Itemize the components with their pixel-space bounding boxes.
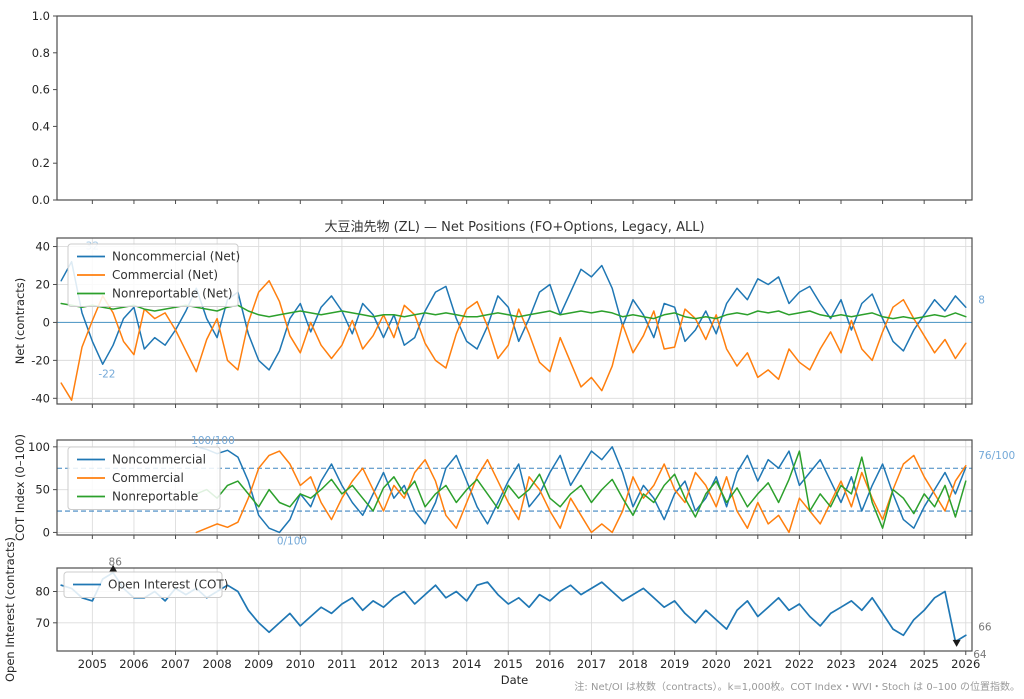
svg-text:2007: 2007 bbox=[161, 657, 190, 671]
svg-text:0: 0 bbox=[43, 315, 50, 329]
svg-text:70: 70 bbox=[35, 616, 50, 630]
svg-text:64: 64 bbox=[973, 649, 987, 661]
svg-text:2021: 2021 bbox=[743, 657, 772, 671]
svg-text:2023: 2023 bbox=[826, 657, 855, 671]
top-empty-plot: 0.0 0.2 0.4 0.6 0.8 1.0 bbox=[32, 9, 973, 207]
svg-text:Noncommercial (Net): Noncommercial (Net) bbox=[112, 250, 240, 264]
svg-text:0.0: 0.0 bbox=[32, 193, 50, 207]
net-positions-plot-legend: Noncommercial (Net) Commercial (Net) Nonre… bbox=[67, 243, 240, 307]
extreme-marker-down-icon bbox=[952, 639, 961, 647]
svg-text:2025: 2025 bbox=[910, 657, 939, 671]
svg-text:40: 40 bbox=[35, 240, 50, 254]
svg-text:76/100: 76/100 bbox=[978, 450, 1015, 462]
svg-text:2022: 2022 bbox=[785, 657, 814, 671]
svg-text:1.0: 1.0 bbox=[32, 9, 50, 23]
commercial-cot-index-line bbox=[195, 450, 967, 534]
svg-text:Commercial: Commercial bbox=[112, 471, 184, 485]
svg-text:Open Interest (contracts): Open Interest (contracts) bbox=[3, 537, 17, 682]
extreme-marker-up-icon bbox=[109, 564, 118, 572]
svg-text:2013: 2013 bbox=[410, 657, 439, 671]
open-interest-plot-legend: Open Interest (COT) bbox=[63, 571, 228, 598]
svg-text:2016: 2016 bbox=[535, 657, 564, 671]
svg-text:Open Interest (COT): Open Interest (COT) bbox=[108, 578, 228, 592]
svg-text:20: 20 bbox=[35, 277, 50, 291]
svg-text:8: 8 bbox=[978, 294, 985, 306]
svg-text:2011: 2011 bbox=[327, 657, 356, 671]
svg-text:0.4: 0.4 bbox=[32, 119, 50, 133]
nonreportable-cot-index-line bbox=[195, 450, 967, 529]
svg-text:2020: 2020 bbox=[702, 657, 731, 671]
open-interest-plot: 2005 2006 2007 2008 2009 2010 2011 2012 2013 2014… bbox=[3, 537, 992, 687]
svg-text:-22: -22 bbox=[98, 368, 115, 380]
svg-text:2024: 2024 bbox=[868, 657, 897, 671]
svg-text:COT Index (0–100): COT Index (0–100) bbox=[13, 434, 27, 541]
svg-text:-40: -40 bbox=[31, 391, 50, 405]
svg-text:2006: 2006 bbox=[119, 657, 148, 671]
svg-text:100: 100 bbox=[28, 440, 50, 454]
svg-text:Nonreportable: Nonreportable bbox=[112, 490, 198, 504]
svg-text:0/100: 0/100 bbox=[277, 535, 307, 547]
svg-text:2018: 2018 bbox=[618, 657, 647, 671]
svg-text:50: 50 bbox=[35, 483, 50, 497]
svg-text:0.8: 0.8 bbox=[32, 46, 50, 60]
nonreportable-net-line bbox=[60, 302, 967, 320]
svg-text:2005: 2005 bbox=[78, 657, 107, 671]
svg-text:66: 66 bbox=[978, 622, 992, 634]
svg-text:0.6: 0.6 bbox=[32, 83, 50, 97]
net-positions-title: 大豆油先物 (ZL) — Net Positions (FO+Options, … bbox=[324, 220, 705, 235]
svg-text:80: 80 bbox=[35, 584, 50, 598]
svg-text:0.2: 0.2 bbox=[32, 156, 50, 170]
footnote-text: 注: Net/OI は枚数（contracts）。k=1,000枚。COT In… bbox=[574, 682, 1020, 693]
svg-text:Noncommercial: Noncommercial bbox=[112, 453, 206, 467]
svg-text:2010: 2010 bbox=[286, 657, 315, 671]
commercial-net-line bbox=[60, 279, 967, 401]
svg-text:Nonreportable (Net): Nonreportable (Net) bbox=[112, 287, 233, 301]
svg-text:2015: 2015 bbox=[494, 657, 523, 671]
svg-text:2019: 2019 bbox=[660, 657, 689, 671]
svg-text:100/100: 100/100 bbox=[191, 435, 235, 447]
svg-text:2017: 2017 bbox=[577, 657, 606, 671]
svg-text:2026: 2026 bbox=[951, 657, 980, 671]
svg-text:2009: 2009 bbox=[244, 657, 273, 671]
svg-text:-20: -20 bbox=[31, 353, 50, 367]
svg-text:86: 86 bbox=[109, 556, 123, 568]
svg-text:Net (contracts): Net (contracts) bbox=[13, 278, 27, 365]
noncommercial-cot-index-line bbox=[195, 446, 967, 534]
svg-text:0: 0 bbox=[43, 525, 50, 539]
svg-text:2012: 2012 bbox=[369, 657, 398, 671]
svg-text:2008: 2008 bbox=[202, 657, 231, 671]
cot-index-plot-legend: Noncommercial Commercial Nonreportable bbox=[67, 446, 221, 510]
svg-text:2014: 2014 bbox=[452, 657, 481, 671]
svg-text:Commercial (Net): Commercial (Net) bbox=[112, 268, 218, 282]
svg-text:Date: Date bbox=[501, 673, 529, 687]
